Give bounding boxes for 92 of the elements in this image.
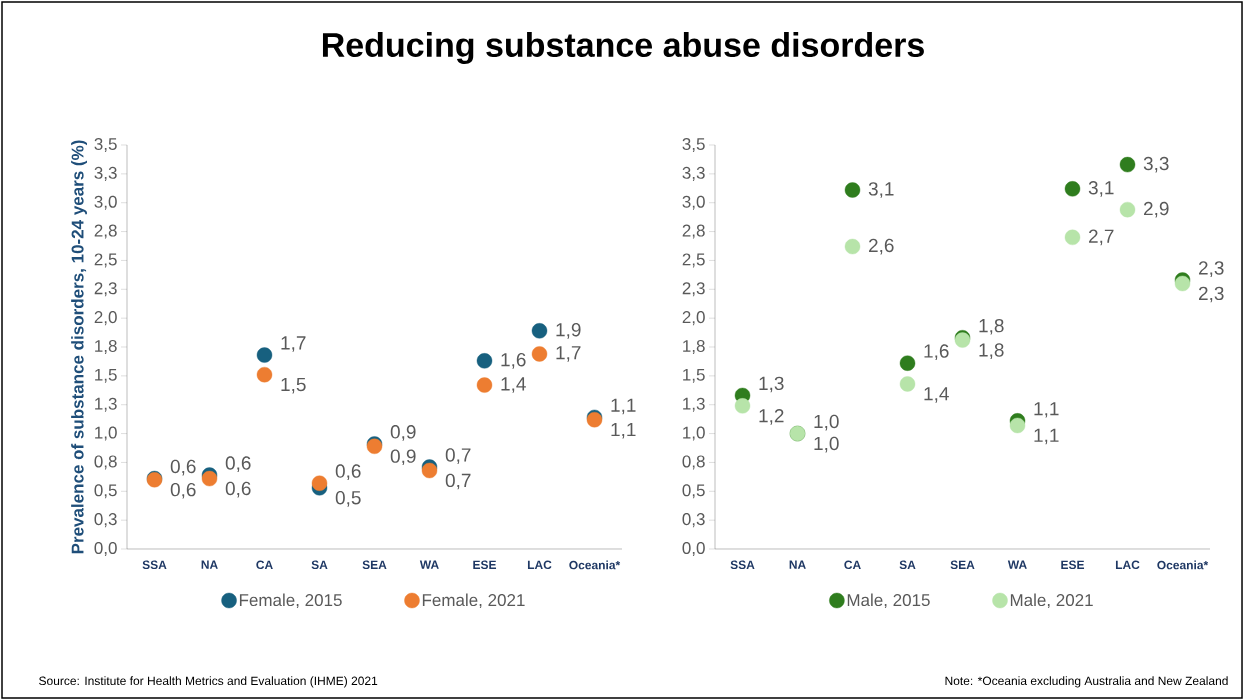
data-label: 2,3 <box>1198 286 1224 303</box>
legend-label: Male, 2015 <box>847 593 930 609</box>
legend-label: Male, 2021 <box>1010 593 1093 609</box>
y-tick-label: 0,5 <box>682 484 705 499</box>
x-tick-label: ESE <box>473 560 497 570</box>
data-label: 1,8 <box>979 318 1004 335</box>
x-tick-label: ESE <box>1061 560 1085 570</box>
data-label: 0,6 <box>170 459 196 476</box>
y-tick-label: 1,0 <box>95 426 117 441</box>
y-tick-label: 3,3 <box>94 166 117 181</box>
y-tick-label: 2,3 <box>94 282 117 297</box>
data-label: 1,7 <box>556 346 581 362</box>
data-label: 1,7 <box>281 336 306 352</box>
data-label: 0,9 <box>390 449 416 466</box>
text: Note: *Oceania excluding Australia and New Zealand <box>945 676 1228 688</box>
x-tick-label: WA <box>1007 560 1027 569</box>
data-label: 1,3 <box>759 376 784 393</box>
y-tick-label: 3,3 <box>682 166 705 181</box>
data-label: 1,0 <box>814 436 839 453</box>
data-label: 0,7 <box>445 473 471 490</box>
y-tick-label: 3,0 <box>94 195 117 210</box>
y-tick-label: 0,0 <box>94 541 117 557</box>
y-tick-label: 2,0 <box>682 311 705 326</box>
y-tick-label: 3,5 <box>94 137 117 153</box>
data-label: 1,4 <box>501 377 526 393</box>
data-label: 1,9 <box>556 322 581 339</box>
y-tick-label: 1,3 <box>683 397 705 412</box>
y-tick-label: 3,0 <box>682 195 705 210</box>
data-label: 1,6 <box>501 353 526 369</box>
y-tick-label: 2,3 <box>682 282 705 297</box>
y-tick-label: 0,8 <box>94 455 117 470</box>
y-tick-label: 1,5 <box>95 368 117 383</box>
source-note: Source: Institute for Health Metrics and Evaluation (IHME) 2021 <box>39 676 378 688</box>
y-tick-label: 1,3 <box>95 397 117 412</box>
data-label: 2,9 <box>1144 201 1169 218</box>
x-tick-label: WA <box>419 560 439 569</box>
y-tick-label: 2,5 <box>682 253 705 268</box>
data-label: 3,1 <box>1088 181 1114 197</box>
data-label: 0,6 <box>225 456 251 472</box>
y-tick-label: 2,5 <box>94 253 117 268</box>
legend-label: Female, 2021 <box>422 593 525 609</box>
y-tick-label: 1,0 <box>683 426 705 441</box>
y-tick-label: 1,8 <box>95 339 117 355</box>
y-tick-label: 2,0 <box>94 311 117 326</box>
y-tick-label: 0,5 <box>94 484 117 499</box>
x-tick-label: SSA <box>730 560 755 570</box>
data-label: 0,6 <box>335 464 361 481</box>
data-label: 1,4 <box>924 387 949 403</box>
x-tick-label: LAC <box>1115 560 1140 570</box>
data-label: 1,1 <box>1034 428 1059 445</box>
data-label: 1,1 <box>611 422 636 439</box>
y-tick-label: 1,8 <box>683 339 705 355</box>
x-tick-label: LAC <box>527 560 552 570</box>
data-label: 0,6 <box>225 481 251 498</box>
x-tick-label: SEA <box>362 560 387 570</box>
data-label: 2,7 <box>1089 229 1114 246</box>
y-tick-label: 1,5 <box>683 368 705 383</box>
data-label: 2,6 <box>869 238 894 255</box>
data-label: 0,7 <box>445 448 471 464</box>
y-axis-title: Prevalence of substance disorders, 10-24 years (%) <box>71 140 87 554</box>
y-tick-label: 0,8 <box>682 455 705 470</box>
x-tick-label: SEA <box>950 560 975 570</box>
y-tick-label: 0,3 <box>682 513 705 528</box>
y-tick-label: 3,5 <box>682 137 705 153</box>
x-tick-label: NA <box>789 560 806 569</box>
data-label: 0,6 <box>170 482 196 499</box>
data-label: 1,1 <box>611 398 636 415</box>
x-tick-label: CA <box>256 560 273 570</box>
y-tick-label: 0,3 <box>94 513 117 528</box>
data-label: 1,2 <box>759 409 784 425</box>
x-tick-label: Oceania* <box>1157 560 1209 570</box>
x-tick-label: NA <box>201 560 218 569</box>
x-tick-label: Oceania* <box>569 560 621 570</box>
x-tick-label: SSA <box>142 560 167 570</box>
y-tick-label: 2,8 <box>94 224 117 239</box>
data-label: 3,1 <box>868 182 894 198</box>
data-label: 0,9 <box>390 425 416 441</box>
y-tick-label: 2,8 <box>682 224 705 239</box>
legend-label: Female, 2015 <box>239 593 342 609</box>
data-label: 3,3 <box>1143 156 1169 173</box>
data-label: 2,3 <box>1198 261 1224 277</box>
x-tick-label: SA <box>899 560 916 570</box>
data-label: 1,1 <box>1034 402 1059 418</box>
data-label: 1,5 <box>281 377 306 394</box>
data-label: 0,5 <box>335 490 361 507</box>
x-tick-label: SA <box>311 560 328 570</box>
data-label: 1,6 <box>924 344 949 361</box>
x-tick-label: CA <box>844 560 861 570</box>
data-label: 1,8 <box>979 343 1004 359</box>
chart-title: Reducing substance abuse disorders <box>322 32 924 64</box>
y-tick-label: 0,0 <box>682 541 705 557</box>
data-label: 1,0 <box>814 414 839 431</box>
